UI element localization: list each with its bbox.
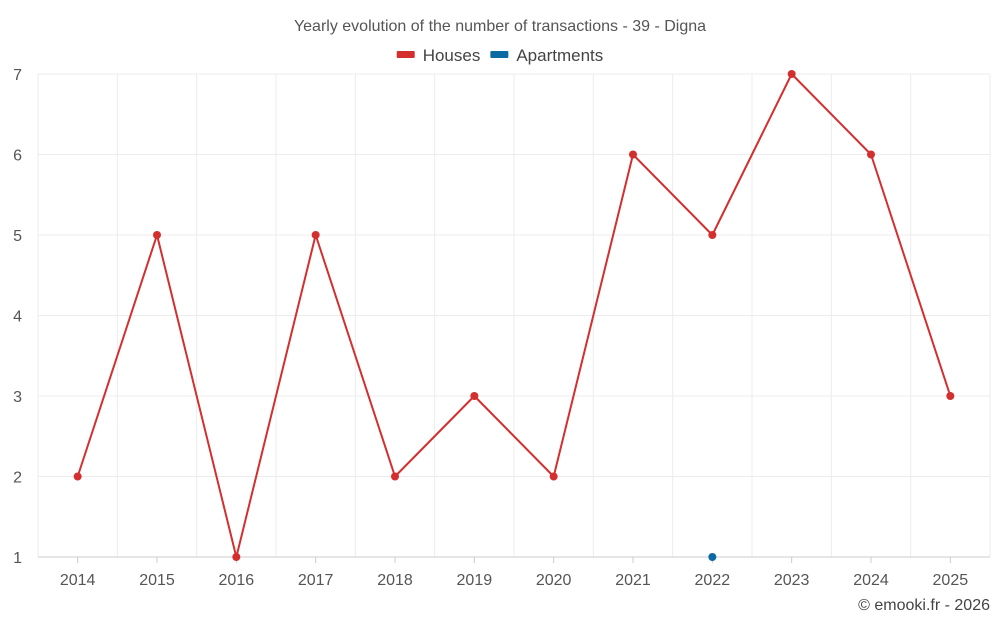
data-point-apartments-2022[interactable] (708, 553, 717, 561)
x-tick-label: 2016 (219, 572, 255, 589)
data-point-houses-2018[interactable] (391, 472, 399, 481)
legend-item-apartments[interactable]: Apartments (490, 46, 603, 65)
data-point-houses-2015[interactable] (153, 231, 161, 239)
legend-label: Apartments (516, 46, 603, 65)
chart-title: Yearly evolution of the number of transa… (294, 18, 706, 35)
axes: 1 2 3 4 5 6 7 2014 2015 2016 2017 2018 2019 2020 2021 2… (13, 67, 990, 589)
data-point-houses-2021[interactable] (629, 150, 637, 159)
x-tick-label: 2014 (60, 572, 96, 589)
series-apartments (708, 553, 717, 561)
data-point-houses-2020[interactable] (549, 472, 558, 481)
legend-label: Houses (423, 46, 481, 65)
legend-swatch (396, 51, 415, 58)
y-tick-label: 5 (13, 228, 22, 245)
grid (37, 73, 991, 557)
series-houses (73, 70, 955, 561)
data-point-houses-2022[interactable] (708, 231, 717, 239)
x-tick-label: 2024 (853, 572, 889, 589)
legend: Houses Apartments (396, 46, 603, 65)
legend-item-houses[interactable]: Houses (396, 46, 481, 65)
y-tick-label: 2 (13, 470, 22, 487)
series-line-houses (76, 73, 952, 558)
series-layer (73, 70, 955, 561)
credit-text: © emooki.fr - 2026 (858, 597, 990, 614)
x-tick-label: 2025 (933, 572, 969, 589)
data-point-houses-2024[interactable] (867, 150, 875, 159)
y-tick-label: 1 (13, 550, 22, 567)
data-point-houses-2014[interactable] (73, 472, 82, 481)
y-tick-label: 7 (13, 67, 22, 84)
y-tick-label: 4 (13, 309, 22, 326)
data-point-houses-2025[interactable] (946, 392, 955, 400)
x-tick-label: 2018 (377, 572, 413, 589)
data-point-houses-2017[interactable] (311, 231, 320, 239)
data-point-houses-2019[interactable] (470, 392, 479, 400)
x-tick-label: 2021 (615, 572, 651, 589)
x-tick-label: 2022 (695, 572, 731, 589)
x-tick-label: 2017 (298, 572, 334, 589)
x-tick-label: 2023 (774, 572, 810, 589)
x-tick-label: 2020 (536, 572, 572, 589)
y-tick-label: 3 (13, 389, 22, 406)
y-tick-label: 6 (13, 148, 22, 165)
x-tick-label: 2019 (457, 572, 493, 589)
legend-swatch (490, 51, 509, 58)
data-point-houses-2016[interactable] (232, 553, 241, 561)
x-tick-label: 2015 (139, 572, 175, 589)
data-point-houses-2023[interactable] (787, 70, 796, 78)
